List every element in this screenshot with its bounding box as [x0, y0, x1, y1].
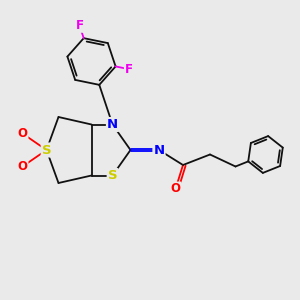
Text: N: N	[107, 118, 118, 131]
Text: N: N	[153, 143, 165, 157]
Text: O: O	[17, 127, 28, 140]
Text: O: O	[170, 182, 181, 196]
Text: F: F	[125, 63, 133, 76]
Text: F: F	[76, 19, 83, 32]
Text: S: S	[42, 143, 51, 157]
Text: O: O	[17, 160, 28, 173]
Text: S: S	[108, 169, 117, 182]
